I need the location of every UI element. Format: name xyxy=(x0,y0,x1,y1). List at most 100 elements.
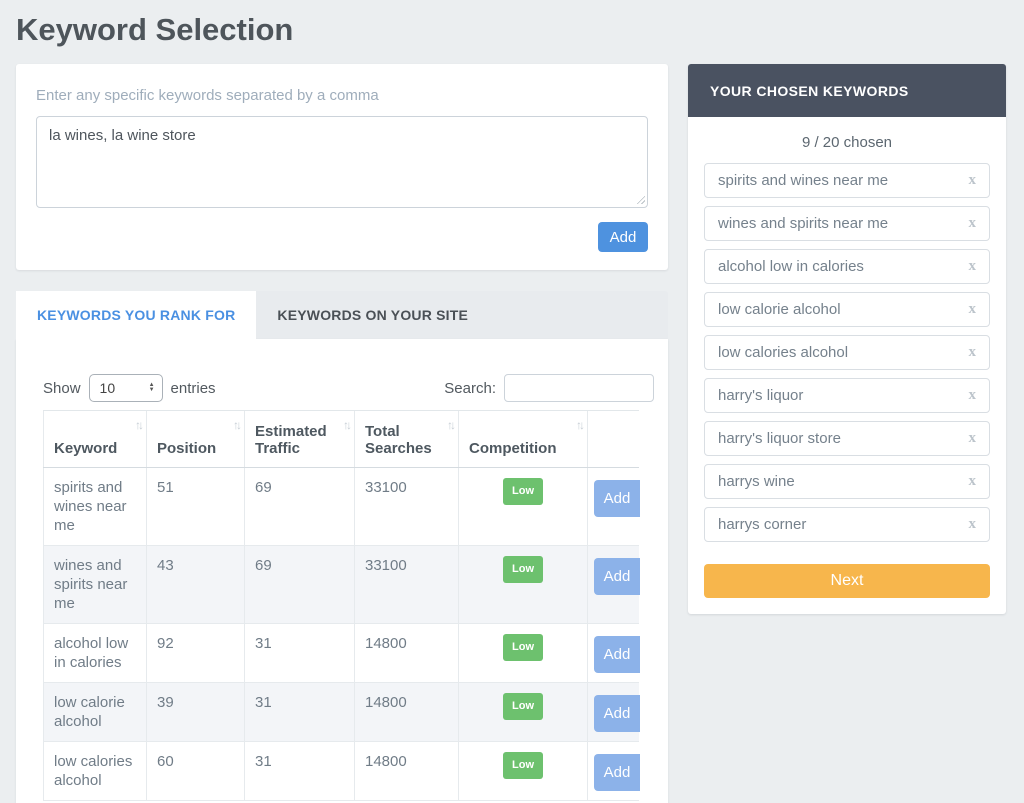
cell-action: Add xyxy=(587,741,640,801)
chosen-keyword-label: harry's liquor xyxy=(718,387,804,404)
remove-keyword-icon[interactable]: x xyxy=(968,258,977,274)
chosen-keyword-label: harrys corner xyxy=(718,516,807,533)
sort-icon[interactable]: ↑↓ xyxy=(135,418,144,432)
tab-bar: KEYWORDS YOU RANK FOR KEYWORDS ON YOUR S… xyxy=(16,291,668,339)
table-row: low calories alcohol 60 31 14800 Low Add xyxy=(43,741,640,801)
chosen-keyword-item: harry's liquor x xyxy=(704,378,990,413)
cell-position: 60 xyxy=(146,741,245,801)
chosen-keyword-item: harrys wine x xyxy=(704,464,990,499)
column-header[interactable]: ↑↓ Total Searches xyxy=(354,410,459,468)
cell-estimated-traffic: 69 xyxy=(244,545,355,624)
column-header[interactable]: ↑↓ Keyword xyxy=(43,410,147,468)
entries-selected-value: 10 xyxy=(99,380,116,396)
remove-keyword-icon[interactable]: x xyxy=(968,301,977,317)
cell-total-searches: 33100 xyxy=(354,467,459,546)
column-header[interactable]: ↑↓ xyxy=(587,410,639,468)
remove-keyword-icon[interactable]: x xyxy=(968,516,977,532)
cell-total-searches: 14800 xyxy=(354,741,459,801)
keywords-hint-label: Enter any specific keywords separated by… xyxy=(36,87,379,104)
main-column: Keyword Selection Enter any specific key… xyxy=(16,0,668,803)
chosen-keyword-label: low calorie alcohol xyxy=(718,301,841,318)
cell-total-searches: 33100 xyxy=(354,545,459,624)
cell-total-searches: 14800 xyxy=(354,623,459,683)
remove-keyword-icon[interactable]: x xyxy=(968,215,977,231)
cell-action: Add xyxy=(587,467,640,546)
cell-keyword: wines and spirits near me xyxy=(43,545,147,624)
chosen-keyword-label: low calories alcohol xyxy=(718,344,849,361)
add-keyword-row-button[interactable]: Add xyxy=(594,754,640,791)
add-keywords-card: Enter any specific keywords separated by… xyxy=(16,64,668,270)
chosen-counter: 9 / 20 chosen xyxy=(801,134,893,151)
sort-icon[interactable]: ↑↓ xyxy=(233,418,242,432)
sort-icon[interactable]: ↑↓ xyxy=(343,418,352,432)
keywords-table: ↑↓ Keyword ↑↓ Position ↑↓ Estimated Traf… xyxy=(43,410,640,801)
next-button[interactable]: Next xyxy=(704,564,990,598)
column-header-label: Position xyxy=(157,440,217,457)
remove-keyword-icon[interactable]: x xyxy=(968,430,977,446)
add-keyword-row-button[interactable]: Add xyxy=(594,695,640,732)
competition-badge: Low xyxy=(503,556,543,583)
table-row: wines and spirits near me 43 69 33100 Lo… xyxy=(43,545,640,624)
chosen-keyword-label: spirits and wines near me xyxy=(718,172,889,189)
chosen-keyword-item: spirits and wines near me x xyxy=(704,163,990,198)
remove-keyword-icon[interactable]: x xyxy=(968,387,977,403)
chosen-keyword-item: low calories alcohol x xyxy=(704,335,990,370)
cell-keyword: alcohol low in calories xyxy=(43,623,147,683)
cell-estimated-traffic: 31 xyxy=(244,741,355,801)
cell-position: 39 xyxy=(146,682,245,742)
cell-keyword: low calories alcohol xyxy=(43,741,147,801)
cell-estimated-traffic: 31 xyxy=(244,623,355,683)
chosen-keyword-label: alcohol low in calories xyxy=(718,258,864,275)
cell-keyword: low calorie alcohol xyxy=(43,682,147,742)
sort-icon[interactable]: ↑↓ xyxy=(576,418,585,432)
remove-keyword-icon[interactable]: x xyxy=(968,473,977,489)
remove-keyword-icon[interactable]: x xyxy=(968,172,977,188)
table-row: spirits and wines near me 51 69 33100 Lo… xyxy=(43,467,640,546)
search-input[interactable] xyxy=(504,374,654,402)
column-header-label: Total Searches xyxy=(365,423,432,457)
cell-competition: Low xyxy=(458,741,588,801)
table-row: low calorie alcohol 39 31 14800 Low Add xyxy=(43,682,640,742)
add-keyword-row-button[interactable]: Add xyxy=(594,480,640,517)
chosen-keyword-item: low calorie alcohol x xyxy=(704,292,990,327)
chosen-keywords-list: spirits and wines near me x wines and sp… xyxy=(704,163,990,542)
add-keyword-row-button[interactable]: Add xyxy=(594,636,640,673)
add-keyword-row-button[interactable]: Add xyxy=(594,558,640,595)
competition-badge: Low xyxy=(503,634,543,661)
page-title: Keyword Selection xyxy=(16,12,294,47)
chosen-keyword-label: harrys wine xyxy=(718,473,795,490)
column-header-label: Estimated Traffic xyxy=(255,423,327,457)
competition-badge: Low xyxy=(503,478,543,505)
entries-select[interactable]: 10 ▲ ▼ xyxy=(88,374,163,402)
chosen-keywords-panel: YOUR CHOSEN KEYWORDS 9 / 20 chosen spiri… xyxy=(688,64,1006,614)
column-header[interactable]: ↑↓ Estimated Traffic xyxy=(244,410,355,468)
cell-action: Add xyxy=(587,545,640,624)
cell-action: Add xyxy=(587,623,640,683)
cell-keyword: spirits and wines near me xyxy=(43,467,147,546)
column-header[interactable]: ↑↓ Position xyxy=(146,410,245,468)
column-header[interactable]: ↑↓ Competition xyxy=(458,410,588,468)
remove-keyword-icon[interactable]: x xyxy=(968,344,977,360)
sort-icon[interactable]: ↑↓ xyxy=(447,418,456,432)
column-header-label: Competition xyxy=(469,440,557,457)
chosen-keyword-item: harry's liquor store x xyxy=(704,421,990,456)
cell-estimated-traffic: 69 xyxy=(244,467,355,546)
table-row: alcohol low in calories 92 31 14800 Low … xyxy=(43,623,640,683)
cell-competition: Low xyxy=(458,467,588,546)
chosen-keyword-item: wines and spirits near me x xyxy=(704,206,990,241)
add-keywords-button[interactable]: Add xyxy=(598,222,648,252)
chosen-keyword-label: wines and spirits near me xyxy=(718,215,889,232)
tab-keywords-you-rank-for[interactable]: KEYWORDS YOU RANK FOR xyxy=(16,291,257,339)
show-label: Show xyxy=(43,379,81,397)
cell-total-searches: 14800 xyxy=(354,682,459,742)
chosen-keyword-label: harry's liquor store xyxy=(718,430,841,447)
entries-label: entries xyxy=(170,379,216,397)
tab-keywords-on-your-site[interactable]: KEYWORDS ON YOUR SITE xyxy=(277,307,469,323)
table-controls: Show 10 ▲ ▼ entries Search: xyxy=(16,374,668,402)
cell-position: 92 xyxy=(146,623,245,683)
table-body: spirits and wines near me 51 69 33100 Lo… xyxy=(43,467,640,801)
competition-badge: Low xyxy=(503,693,543,720)
column-header-label: Keyword xyxy=(54,440,118,457)
chosen-keywords-header: YOUR CHOSEN KEYWORDS xyxy=(688,64,1006,117)
keywords-input[interactable]: la wines, la wine store xyxy=(36,116,648,208)
